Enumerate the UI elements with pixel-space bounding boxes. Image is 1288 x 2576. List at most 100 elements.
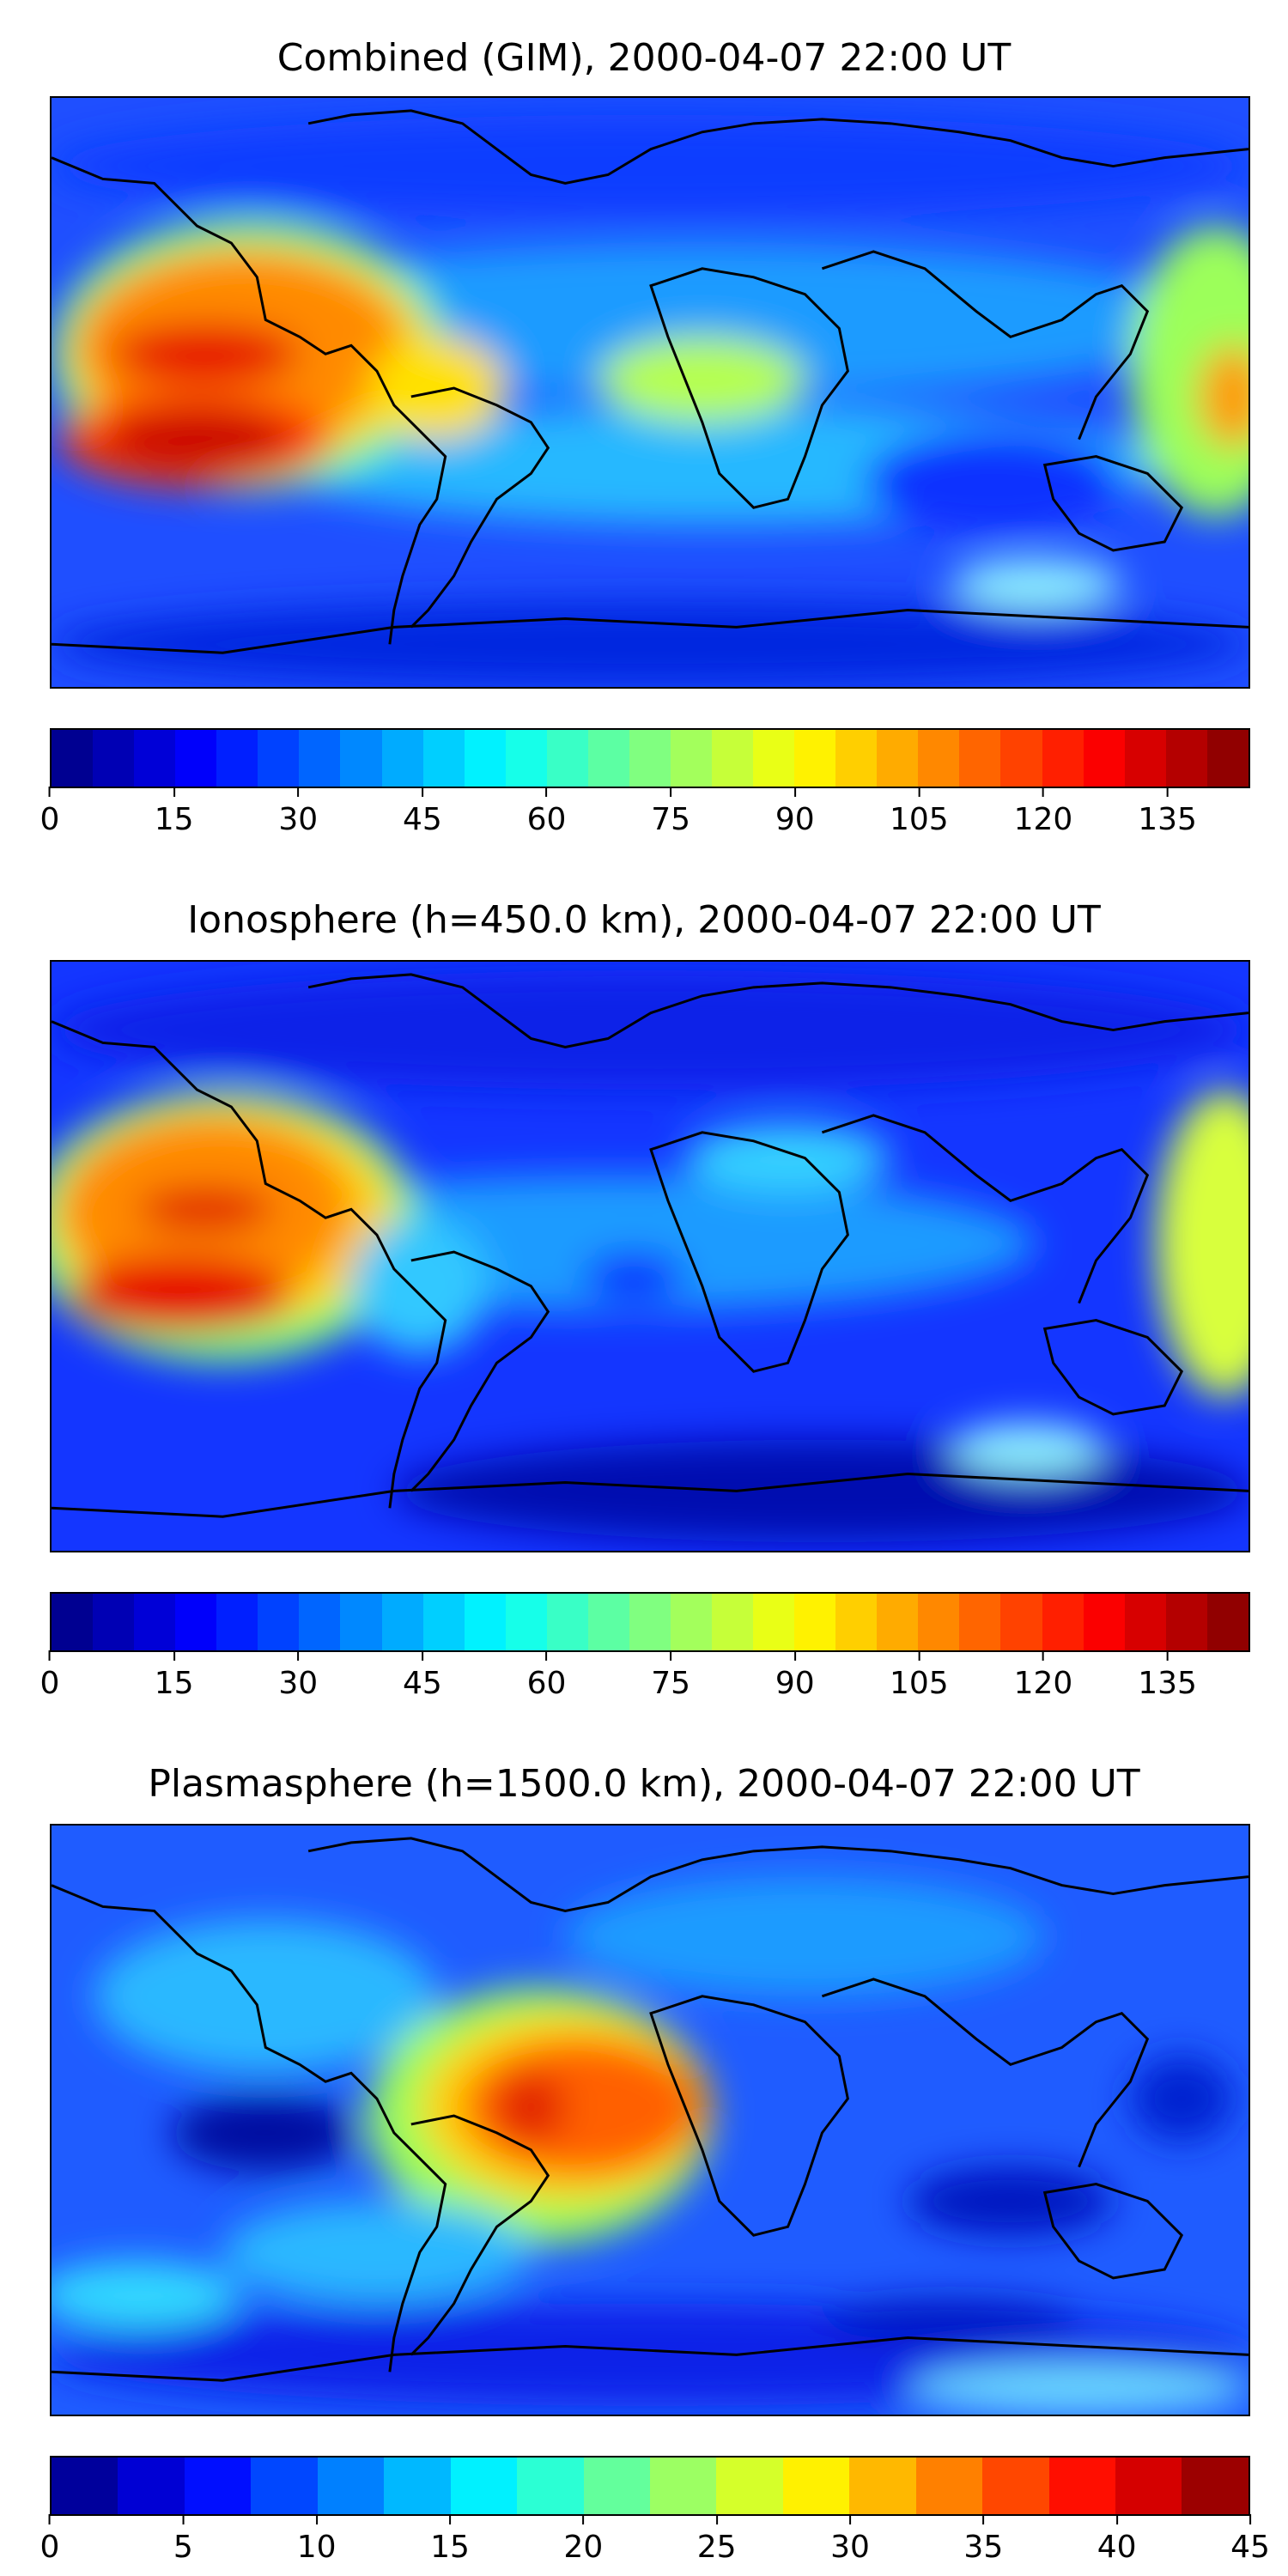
colorbar-bin (464, 730, 506, 787)
tec-field-plasmasphere (52, 1826, 1249, 2415)
colorbar-tick-label: 5 (173, 2516, 193, 2565)
colorbar-ionosphere (50, 1592, 1250, 1652)
colorbar-bin (546, 1594, 588, 1650)
colorbar-bin (794, 1594, 836, 1650)
colorbar-tick-label: 45 (403, 788, 442, 837)
colorbar-tick-label: 105 (890, 788, 949, 837)
colorbar-bin (583, 2458, 650, 2514)
colorbar-bin (982, 2458, 1049, 2514)
tec-field-ionosphere (52, 962, 1249, 1551)
colorbar-bin (134, 730, 176, 787)
colorbar-bin (93, 730, 135, 787)
colorbar-tick-label: 75 (651, 1652, 690, 1701)
colorbar-bin (118, 2458, 185, 2514)
map-plasmasphere (50, 1824, 1250, 2416)
colorbar-bin (251, 2458, 318, 2514)
colorbar-bin (649, 2458, 717, 2514)
colorbar-bin (216, 1594, 258, 1650)
colorbar-bin (258, 730, 300, 787)
colorbar-tick-label: 60 (527, 788, 567, 837)
colorbar-bin (422, 1594, 465, 1650)
colorbar-tick-label: 45 (403, 1652, 442, 1701)
colorbar-bin (629, 1594, 671, 1650)
colorbar-bin (877, 1594, 919, 1650)
colorbar-bin (1000, 730, 1042, 787)
colorbar-bin (877, 730, 919, 787)
colorbar-bin (1165, 730, 1207, 787)
colorbar-bin (782, 2458, 850, 2514)
colorbar-tick-label: 25 (697, 2516, 737, 2565)
colorbar-bin (52, 730, 94, 787)
colorbar-ticks-ionosphere: 0 15 30 45 60 75 90 105 120 135 (40, 1652, 1250, 1704)
colorbar-bin (422, 730, 465, 787)
colorbar-bin (918, 730, 960, 787)
colorbar-bin (505, 1594, 547, 1650)
colorbar-tick-label: 15 (155, 788, 194, 837)
colorbar-tick-label: 0 (40, 1652, 60, 1701)
colorbar-bin (587, 1594, 629, 1650)
colorbar-bin (712, 1594, 754, 1650)
colorbar-bin (93, 1594, 135, 1650)
colorbar-bin (381, 1594, 423, 1650)
colorbar-bin (712, 730, 754, 787)
panel-title-ionosphere: Ionosphere (h=450.0 km), 2000-04-07 22:0… (187, 898, 1101, 942)
colorbar-tick-label: 20 (563, 2516, 603, 2565)
colorbar-tick-label: 135 (1138, 788, 1197, 837)
colorbar-bin (629, 730, 671, 787)
colorbar-tick-label: 135 (1138, 1652, 1197, 1701)
colorbar-bin (175, 730, 217, 787)
colorbar-bin (1165, 1594, 1207, 1650)
colorbar-bin (1115, 2458, 1182, 2514)
colorbar-tick-label: 15 (430, 2516, 470, 2565)
colorbar-bin (258, 1594, 300, 1650)
colorbar-bin (340, 1594, 382, 1650)
colorbar-bin (1083, 730, 1125, 787)
colorbar-bin (849, 2458, 916, 2514)
colorbar-tick-label: 30 (278, 788, 318, 837)
colorbar-bin (716, 2458, 783, 2514)
colorbar-bin (175, 1594, 217, 1650)
colorbar-bin (1124, 1594, 1166, 1650)
colorbar-ticks-combined: 0 15 30 45 60 75 90 105 120 135 (40, 788, 1250, 840)
colorbar-tick-label: 105 (890, 1652, 949, 1701)
colorbar-bin (340, 730, 382, 787)
colorbar-plasmasphere (50, 2456, 1250, 2516)
colorbar-bin (505, 730, 547, 787)
map-combined (50, 96, 1250, 689)
colorbar-bin (1042, 1594, 1084, 1650)
colorbar-tick-label: 30 (830, 2516, 870, 2565)
colorbar-tick-label: 120 (1014, 1652, 1073, 1701)
colorbar-bin (1206, 730, 1249, 787)
map-ionosphere (50, 960, 1250, 1552)
colorbar-bin (1048, 2458, 1115, 2514)
panel-title-combined: Combined (GIM), 2000-04-07 22:00 UT (276, 36, 1012, 80)
colorbar-bin (134, 1594, 176, 1650)
colorbar-bin (1042, 730, 1084, 787)
colorbar-bin (1000, 1594, 1042, 1650)
colorbar-tick-label: 90 (775, 1652, 815, 1701)
colorbar-tick-label: 60 (527, 1652, 567, 1701)
colorbar-bin (835, 1594, 878, 1650)
colorbar-bin (52, 2458, 118, 2514)
colorbar-bin (1182, 2458, 1249, 2514)
colorbar-bin (546, 730, 588, 787)
colorbar-tick-label: 30 (278, 1652, 318, 1701)
colorbar-bin (299, 730, 341, 787)
colorbar-tick-label: 90 (775, 788, 815, 837)
colorbar-bin (464, 1594, 506, 1650)
colorbar-bin (1124, 730, 1166, 787)
colorbar-tick-label: 120 (1014, 788, 1073, 837)
colorbar-tick-label: 75 (651, 788, 690, 837)
colorbar-tick-label: 0 (40, 788, 60, 837)
colorbar-tick-label: 45 (1230, 2516, 1270, 2565)
colorbar-tick-label: 10 (297, 2516, 337, 2565)
colorbar-bin (918, 1594, 960, 1650)
colorbar-bin (915, 2458, 983, 2514)
colorbar-bin (587, 730, 629, 787)
colorbar-bin (794, 730, 836, 787)
colorbar-bin (835, 730, 878, 787)
colorbar-bin (753, 1594, 795, 1650)
colorbar-bin (1083, 1594, 1125, 1650)
colorbar-tick-label: 15 (155, 1652, 194, 1701)
coastlines-ionosphere (52, 973, 1249, 1518)
